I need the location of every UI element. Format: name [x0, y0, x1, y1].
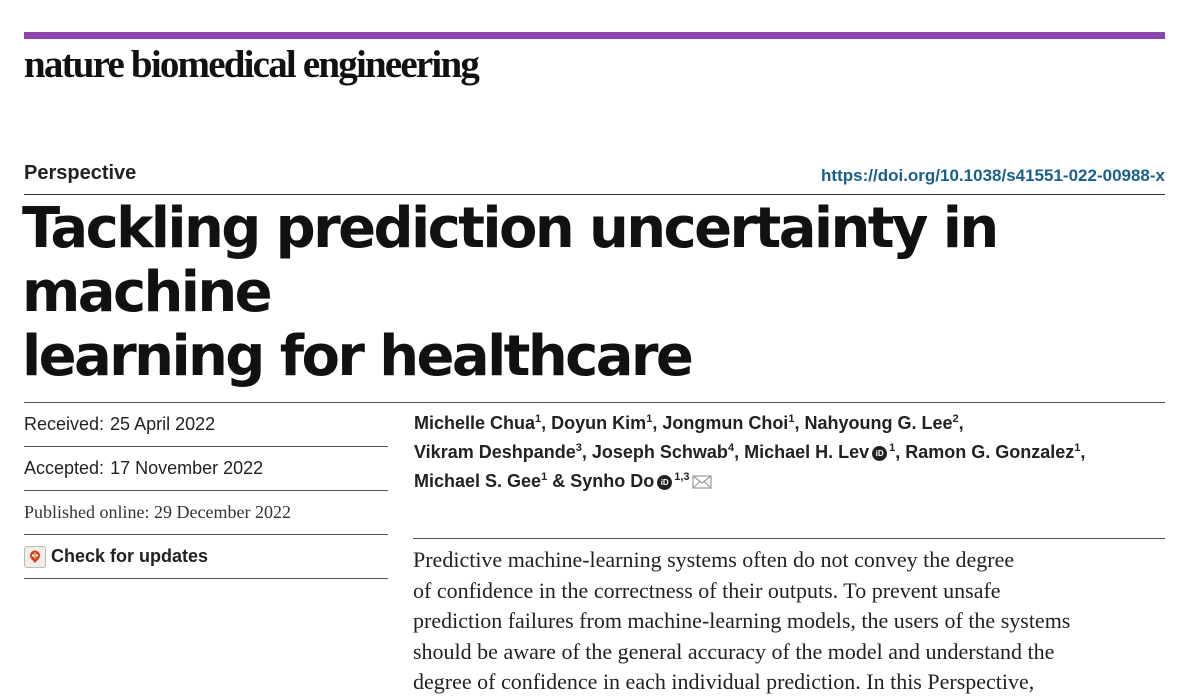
received-date: 25 April 2022 [110, 414, 216, 434]
abstract-line: Predictive machine-learning systems ofte… [413, 547, 1015, 572]
article-title-line-2: learning for healthcare [22, 324, 694, 389]
doi-link[interactable]: https://doi.org/10.1038/s41551-022-00988… [821, 166, 1165, 185]
accepted-label: Accepted: [24, 458, 105, 478]
author-list: Michelle Chua1, Doyun Kim1, Jongmun Choi… [414, 409, 1164, 496]
journal-name: nature biomedical engineering [24, 43, 480, 86]
author-affiliation[interactable]: 1 [889, 442, 896, 454]
accepted-date-row: Accepted: 17 November 2022 [24, 447, 388, 491]
author-name[interactable]: Michelle Chua [414, 413, 536, 433]
published-date-row: Published online: 29 December 2022 [24, 491, 388, 535]
author-affiliation[interactable]: 1 [1074, 442, 1081, 454]
abstract: Predictive machine-learning systems ofte… [413, 545, 1173, 698]
header-rule [24, 194, 1165, 195]
author-affiliation[interactable]: 1,3 [674, 471, 690, 483]
author-name[interactable]: Vikram Deshpande [414, 442, 576, 462]
abstract-line: prediction failures from machine-learnin… [413, 608, 1071, 633]
mail-icon[interactable] [691, 475, 712, 489]
author-affiliation[interactable]: 1 [788, 413, 795, 425]
metadata-rule [24, 402, 1165, 403]
dates-column: Received: 25 April 2022 Accepted: 17 Nov… [24, 403, 388, 579]
author-separator: , [652, 413, 663, 433]
author-name[interactable]: Doyun Kim [551, 413, 647, 433]
author-name[interactable]: Synho Do [570, 471, 655, 491]
author-name[interactable]: Joseph Schwab [591, 442, 728, 462]
author-affiliation[interactable]: 2 [952, 413, 959, 425]
article-type: Perspective [24, 162, 137, 184]
author-name[interactable]: Michael H. Lev [744, 442, 870, 462]
author-separator: & [547, 471, 571, 491]
check-for-updates-button[interactable]: Check for updates [24, 535, 388, 579]
abstract-line: of confidence in the correctness of thei… [413, 577, 1001, 603]
author-separator: , [958, 413, 964, 433]
abstract-line: degree of confidence in each individual … [413, 669, 1035, 694]
author-name[interactable]: Nahyoung G. Lee [804, 413, 953, 433]
author-separator: , [541, 413, 552, 433]
author-affiliation[interactable]: 4 [727, 442, 735, 454]
author-name[interactable]: Michael S. Gee [414, 471, 542, 491]
abstract-line: should be aware of the general accuracy … [413, 638, 1055, 664]
abstract-rule [413, 538, 1165, 539]
author-separator: , [794, 413, 805, 433]
author-separator: , [734, 442, 745, 462]
orcid-icon[interactable]: iD [657, 474, 673, 490]
author-affiliation[interactable]: 1 [646, 413, 653, 425]
journal-brand-bar [24, 32, 1165, 39]
check-for-updates-label: Check for updates [51, 546, 209, 566]
author-separator: , [895, 442, 906, 462]
orcid-icon[interactable]: iD [872, 445, 888, 461]
check-for-updates-icon [24, 545, 46, 568]
received-date-row: Received: 25 April 2022 [24, 403, 388, 447]
author-affiliation[interactable]: 1 [541, 471, 548, 483]
author-affiliation[interactable]: 3 [575, 442, 582, 454]
author-name[interactable]: Ramon G. Gonzalez [905, 442, 1075, 462]
author-affiliation[interactable]: 1 [535, 413, 542, 425]
author-separator: , [581, 442, 592, 462]
published-date: Published online: 29 December 2022 [24, 502, 291, 522]
author-separator: , [1080, 442, 1086, 462]
author-name[interactable]: Jongmun Choi [662, 413, 789, 433]
article-title: Tackling prediction uncertainty in machi… [22, 197, 1172, 389]
article-title-line-1: Tackling prediction uncertainty in machi… [22, 196, 999, 325]
accepted-date: 17 November 2022 [110, 458, 264, 478]
received-label: Received: [24, 414, 105, 434]
